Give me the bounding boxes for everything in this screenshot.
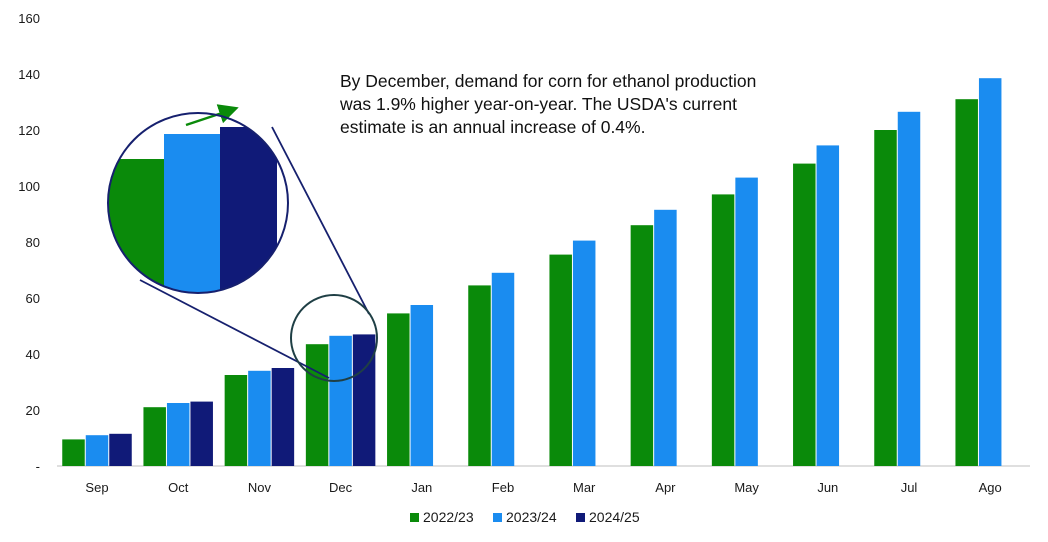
december-highlight-circle <box>290 294 378 382</box>
y-tick-label: 100 <box>18 179 40 194</box>
x-tick-label: Sep <box>85 480 108 495</box>
x-tick-label: Ago <box>979 480 1002 495</box>
bar-2022-23-ago <box>955 99 978 466</box>
bar-2023-24-nov <box>248 370 271 466</box>
legend: 2022/23 2023/24 2024/25 <box>410 509 640 525</box>
zoom-bar-2023-24 <box>164 134 220 293</box>
legend-swatch-2024-25 <box>576 513 585 522</box>
trend-arrow <box>185 104 239 127</box>
x-tick-label: Jul <box>901 480 918 495</box>
zoom-bar-2024-25 <box>220 127 277 293</box>
bar-2022-23-jun <box>793 163 816 466</box>
x-tick-label: Jan <box>411 480 432 495</box>
x-axis-labels: Sep Oct Nov Dec Jan Feb Mar Apr May Jun Jul Ago <box>85 480 1001 495</box>
x-tick-label: Feb <box>492 480 514 495</box>
zoom-bar-2022-23 <box>108 159 164 293</box>
legend-swatch-2023-24 <box>493 513 502 522</box>
bar-2023-24-ago <box>978 78 1002 466</box>
bar-2022-23-sep <box>62 439 85 466</box>
bar-2022-23-nov <box>224 375 248 466</box>
legend-label: 2024/25 <box>589 509 640 525</box>
bar-2022-23-feb <box>468 285 491 466</box>
legend-label: 2022/23 <box>423 509 474 525</box>
zoom-bars <box>108 127 277 293</box>
bar-2022-23-jan <box>387 313 410 466</box>
bar-2024-25-dec <box>352 334 376 466</box>
x-tick-label: Mar <box>573 480 596 495</box>
y-tick-label: 140 <box>18 67 40 82</box>
bar-2023-24-mar <box>572 240 596 466</box>
bar-2023-24-jan <box>410 305 434 466</box>
bar-2024-25-nov <box>271 368 295 466</box>
callout-connector-upper <box>271 126 370 315</box>
x-tick-label: Jun <box>817 480 838 495</box>
y-tick-label: 40 <box>26 347 40 362</box>
bar-2023-24-jun <box>816 145 840 466</box>
y-tick-label: 20 <box>26 403 40 418</box>
bar-2022-23-apr <box>630 225 654 466</box>
x-tick-label: Oct <box>168 480 189 495</box>
callout-connector-lower <box>139 279 330 379</box>
y-tick-label: - <box>36 459 40 474</box>
bar-2022-23-mar <box>549 254 572 466</box>
y-tick-label: 80 <box>26 235 40 250</box>
bar-2023-24-jul <box>897 111 921 467</box>
zoom-lens-circle <box>107 112 289 294</box>
x-tick-label: Apr <box>655 480 676 495</box>
bar-2022-23-dec <box>305 344 329 466</box>
y-tick-label: 160 <box>18 11 40 26</box>
bar-2023-24-oct <box>166 403 190 466</box>
x-tick-label: Nov <box>248 480 272 495</box>
bar-2023-24-feb <box>491 272 515 466</box>
x-tick-label: Dec <box>329 480 353 495</box>
bar-2024-25-oct <box>190 401 213 466</box>
bars-group <box>62 78 1002 467</box>
annotation-text: By December, demand for corn for ethanol… <box>340 71 757 137</box>
y-axis: - 20 40 60 80 100 120 140 160 <box>18 11 40 474</box>
bar-2024-25-sep <box>109 433 132 466</box>
y-tick-label: 60 <box>26 291 40 306</box>
bar-2022-23-jul <box>874 130 897 466</box>
legend-swatch-2022-23 <box>410 513 419 522</box>
bar-2023-24-may <box>735 177 758 466</box>
bar-2023-24-dec <box>329 335 352 466</box>
bar-2023-24-apr <box>654 209 677 467</box>
bar-2022-23-oct <box>143 407 166 466</box>
bar-2022-23-may <box>711 194 735 466</box>
legend-label: 2023/24 <box>506 509 557 525</box>
y-tick-label: 120 <box>18 123 40 138</box>
x-tick-label: May <box>734 480 759 495</box>
bar-2023-24-sep <box>85 435 109 466</box>
